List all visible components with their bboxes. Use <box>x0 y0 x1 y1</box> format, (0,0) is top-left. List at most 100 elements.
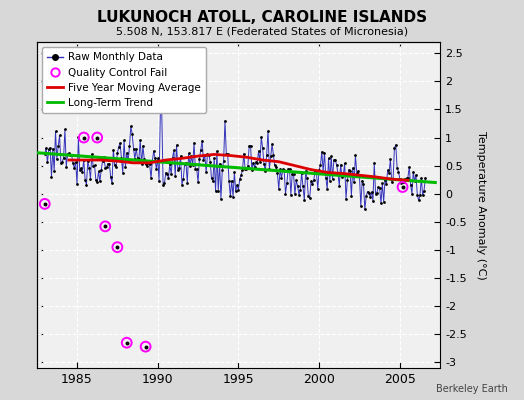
Point <box>242 166 250 172</box>
Point <box>99 158 107 164</box>
Point <box>336 162 345 168</box>
Point <box>113 244 122 250</box>
Point <box>261 168 269 174</box>
Point <box>125 143 134 150</box>
Point <box>57 160 65 166</box>
Point <box>361 206 369 212</box>
Point <box>354 168 362 174</box>
Point <box>210 155 219 161</box>
Point <box>141 344 150 350</box>
Point <box>189 162 197 168</box>
Point <box>209 178 217 184</box>
Point <box>379 199 388 205</box>
Point <box>50 168 58 174</box>
Point <box>254 148 263 154</box>
Point <box>257 134 266 140</box>
Point <box>226 193 235 200</box>
Point <box>85 164 93 171</box>
Point <box>80 134 88 141</box>
Point <box>230 169 238 176</box>
Point <box>155 178 163 184</box>
Point <box>152 166 160 172</box>
Point <box>190 140 198 146</box>
Point <box>351 152 359 159</box>
Point <box>65 150 73 156</box>
Point <box>92 176 100 183</box>
Point <box>268 141 276 148</box>
Point <box>286 166 294 172</box>
Point <box>80 157 88 163</box>
Point <box>355 172 364 179</box>
Point <box>308 180 316 187</box>
Point <box>124 158 133 164</box>
Point <box>121 164 129 170</box>
Point <box>101 165 110 171</box>
Point <box>40 201 49 207</box>
Point <box>139 143 147 149</box>
Point <box>338 173 346 180</box>
Point <box>388 179 396 186</box>
Point <box>273 170 281 176</box>
Point <box>398 184 407 190</box>
Point <box>234 186 243 193</box>
Point <box>61 126 69 133</box>
Point <box>359 181 368 188</box>
Point <box>249 160 257 166</box>
Point <box>343 177 352 184</box>
Point <box>165 174 173 181</box>
Point <box>293 183 302 189</box>
Point <box>400 178 408 185</box>
Point <box>47 174 56 180</box>
Point <box>382 181 390 187</box>
Point <box>253 159 261 166</box>
Point <box>310 177 318 184</box>
Point <box>101 223 110 230</box>
Point <box>401 175 409 182</box>
Point <box>377 200 385 206</box>
Point <box>154 155 162 162</box>
Point <box>144 160 152 166</box>
Point <box>294 191 303 198</box>
Point <box>88 151 96 158</box>
Point <box>269 152 278 158</box>
Point <box>344 166 353 173</box>
Point <box>183 180 191 186</box>
Point <box>101 223 110 230</box>
Point <box>322 174 330 181</box>
Point <box>199 157 208 164</box>
Point <box>389 176 397 182</box>
Point <box>93 134 102 141</box>
Point <box>305 195 314 202</box>
Point <box>393 165 401 171</box>
Point <box>412 172 420 178</box>
Point <box>106 174 115 180</box>
Point <box>104 160 112 167</box>
Point <box>215 160 224 167</box>
Point <box>282 180 291 186</box>
Point <box>419 192 427 198</box>
Point <box>270 162 279 169</box>
Point <box>84 158 92 164</box>
Point <box>170 147 178 154</box>
Point <box>74 134 83 140</box>
Point <box>109 147 117 153</box>
Point <box>410 178 419 184</box>
Point <box>156 106 165 113</box>
Point <box>135 156 143 162</box>
Point <box>175 164 183 171</box>
Point <box>70 165 79 172</box>
Point <box>100 154 108 160</box>
Point <box>263 152 271 158</box>
Point <box>403 174 412 181</box>
Point <box>291 191 299 198</box>
Point <box>160 180 169 187</box>
Point <box>40 151 49 158</box>
Point <box>365 190 373 196</box>
Point <box>127 123 135 130</box>
Point <box>69 160 77 166</box>
Point <box>68 152 76 158</box>
Point <box>246 142 255 149</box>
Point <box>151 155 159 162</box>
Point <box>133 155 141 161</box>
Point <box>413 192 421 198</box>
